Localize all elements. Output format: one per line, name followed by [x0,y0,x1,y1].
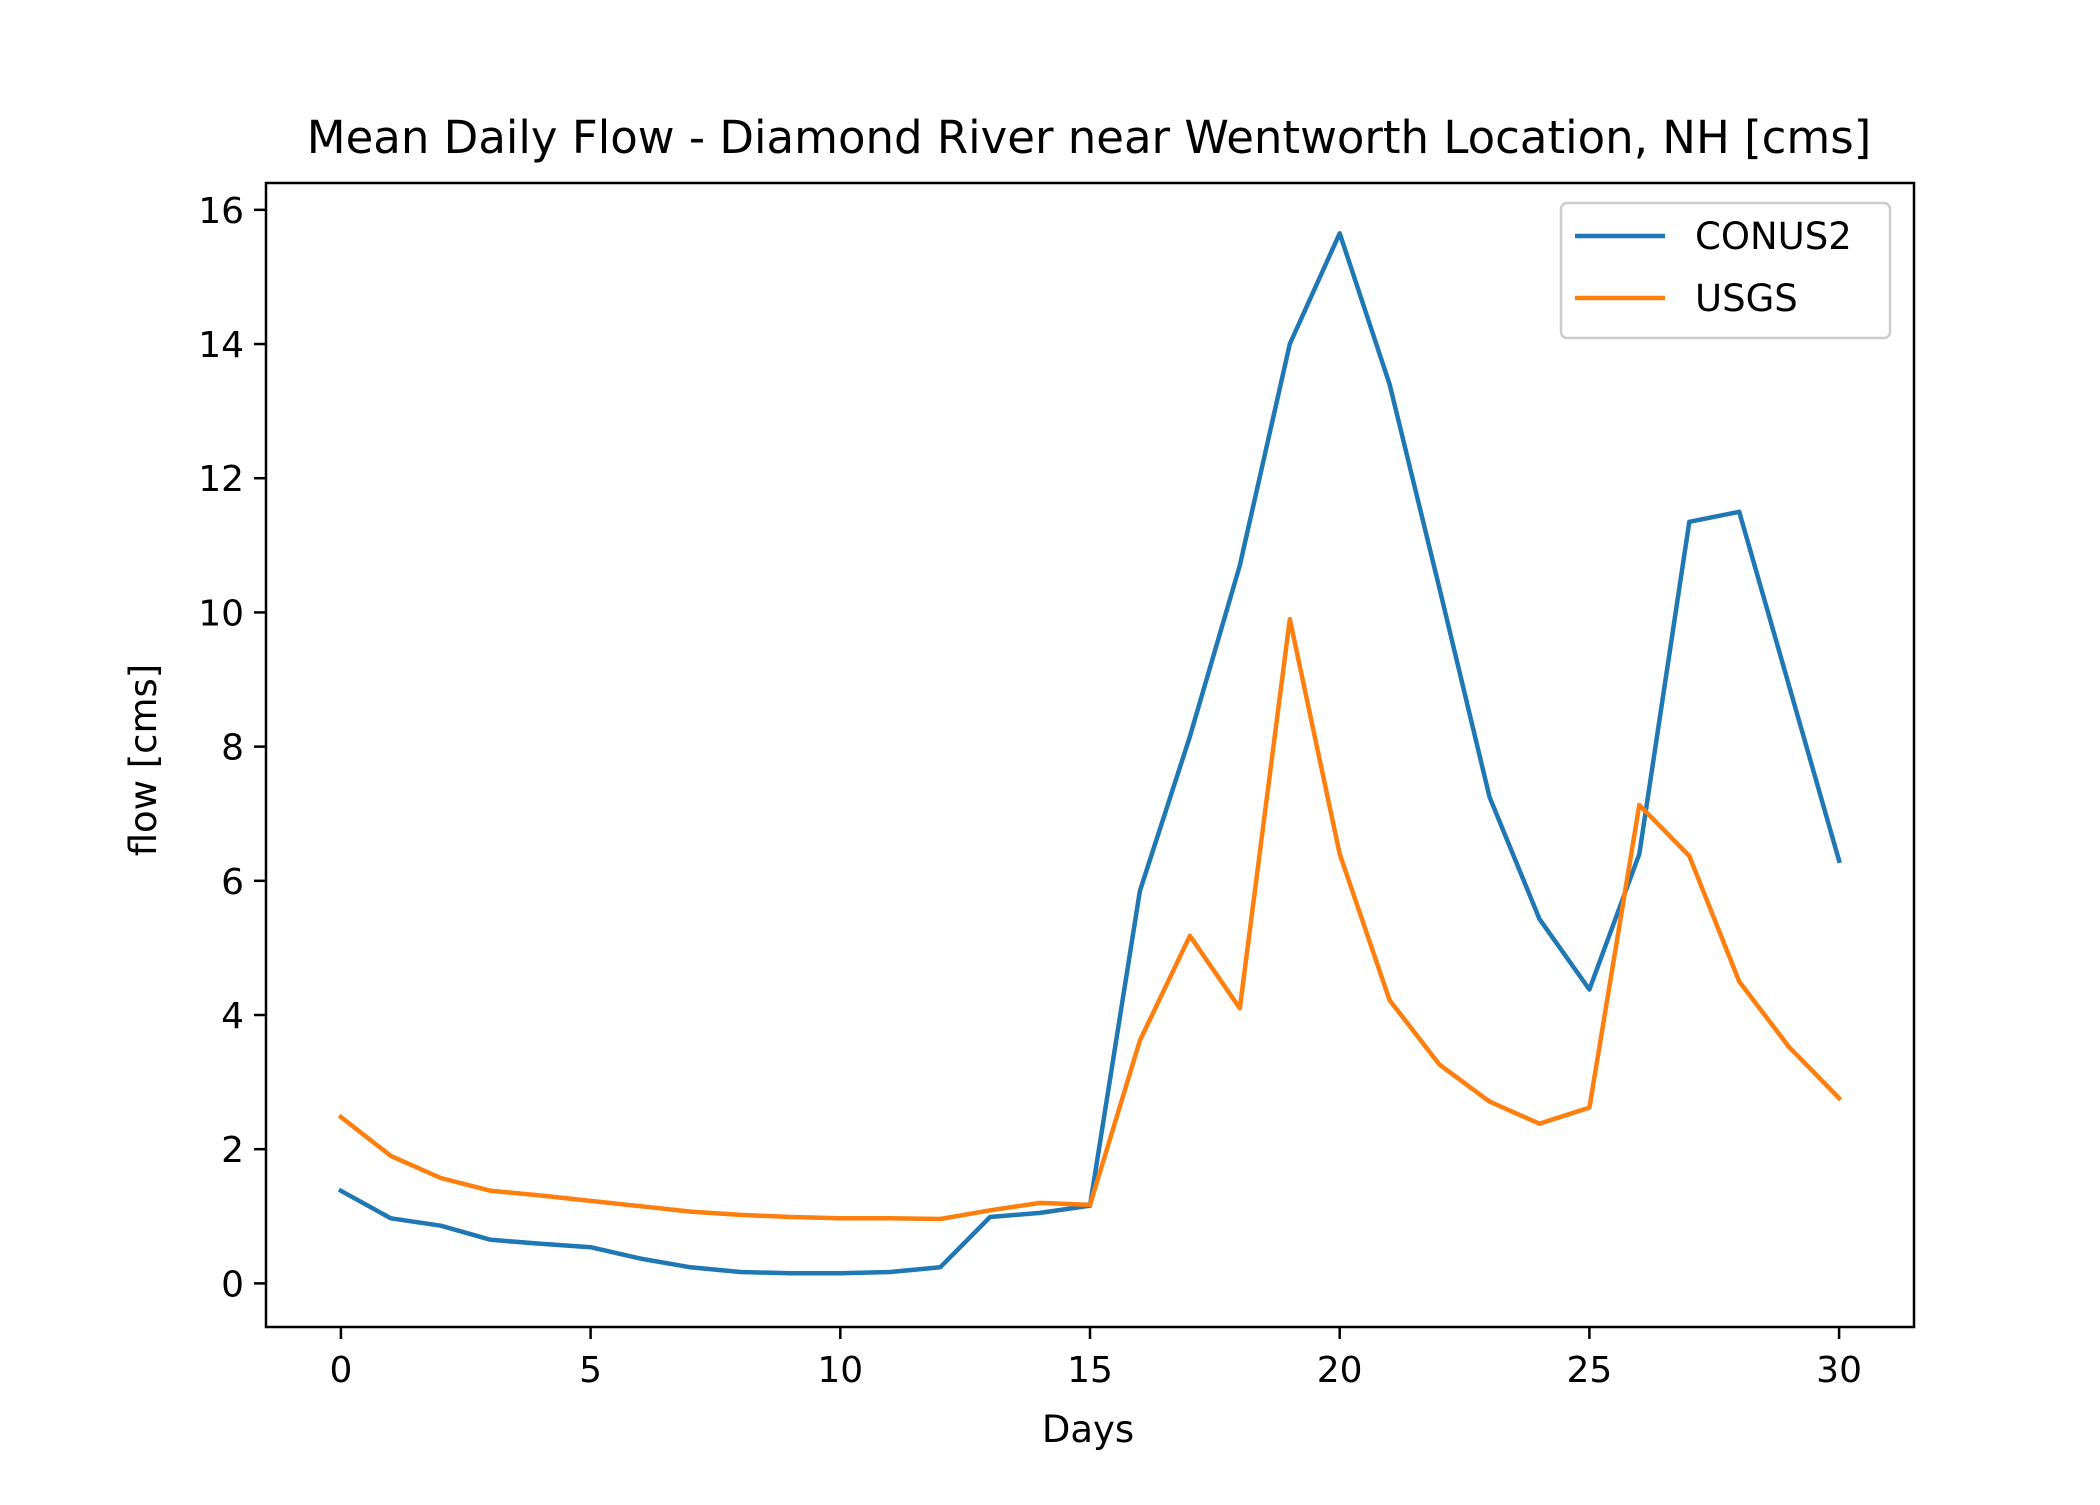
x-tick-label: 15 [1067,1350,1113,1391]
y-tick-label: 4 [221,996,244,1037]
legend-label-usgs: USGS [1695,277,1798,320]
legend-label-conus2: CONUS2 [1695,215,1852,258]
x-tick-label: 25 [1566,1350,1612,1391]
x-axis-ticks: 0 5 10 15 20 25 30 [329,1327,1862,1391]
x-tick-label: 30 [1816,1350,1862,1391]
plot-lines [337,231,1843,1276]
y-tick-label: 8 [221,728,244,769]
y-tick-label: 12 [198,459,244,500]
y-tick-label: 2 [221,1130,244,1171]
y-tick-label: 6 [221,862,244,903]
x-tick-label: 0 [329,1350,352,1391]
x-tick-label: 10 [817,1350,863,1391]
y-axis-ticks: 0 2 4 6 8 10 12 14 16 [198,191,266,1305]
series-line-usgs [337,616,1843,1222]
chart-title: Mean Daily Flow - Diamond River near Wen… [307,111,1872,164]
y-axis-label: flow [cms] [122,664,165,857]
x-tick-label: 5 [579,1350,602,1391]
legend: CONUS2 USGS [1559,201,1892,340]
x-tick-label: 20 [1317,1350,1363,1391]
y-tick-label: 16 [198,191,244,232]
y-tick-label: 0 [221,1264,244,1305]
y-tick-label: 14 [198,325,244,366]
y-tick-label: 10 [198,593,244,634]
x-axis-label: Days [1042,1408,1134,1451]
